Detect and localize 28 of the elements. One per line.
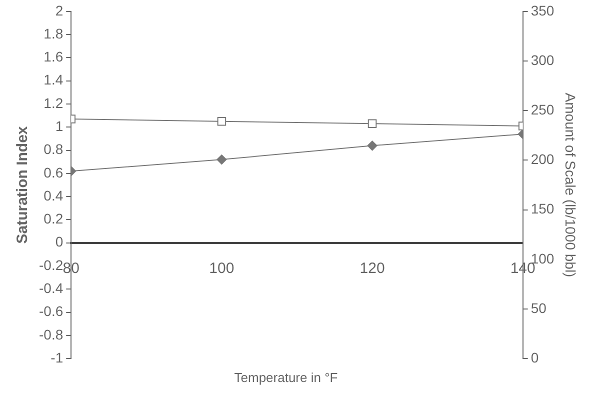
y-tick-label: -0.2 bbox=[39, 256, 64, 273]
y-tick-label: -0.6 bbox=[39, 303, 64, 320]
y2-tick-label: 150 bbox=[530, 200, 554, 217]
y-tick-label: 1 bbox=[55, 118, 64, 134]
y2-tick-label: 350 bbox=[530, 2, 554, 18]
y-tick-label: 0.4 bbox=[44, 187, 64, 204]
y-tick-label: 0 bbox=[55, 234, 64, 250]
y2-tick-label: 300 bbox=[530, 52, 554, 68]
x-axis-title: Temperature in °F bbox=[233, 370, 339, 385]
y2-tick-label: 250 bbox=[530, 101, 554, 118]
y-tick-label: 0.2 bbox=[44, 210, 64, 227]
x-tick-label: 100 bbox=[209, 260, 234, 278]
y-tick-label: 1.4 bbox=[44, 72, 64, 88]
y-tick-label: 1.8 bbox=[44, 25, 64, 42]
y2-tick-label: 200 bbox=[530, 151, 554, 168]
y-tick-label: 0.8 bbox=[44, 141, 64, 158]
y-tick-label: -0.8 bbox=[39, 326, 64, 342]
y-tick-label: -1 bbox=[50, 349, 64, 366]
y2-axis-title: Amount of Scale (lb/1000 bbl) bbox=[562, 92, 579, 278]
y-axis-title: Saturation Index bbox=[14, 126, 32, 244]
y2-tick-label: 0 bbox=[530, 349, 539, 366]
y-tick-label: -0.4 bbox=[39, 280, 64, 296]
y-tick-label: 1.6 bbox=[44, 48, 64, 65]
x-tick-label: 120 bbox=[360, 260, 385, 278]
y-tick-label: 0.6 bbox=[44, 164, 64, 180]
y2-tick-label: 50 bbox=[530, 300, 547, 316]
y-tick-label: 2 bbox=[55, 2, 64, 18]
y-tick-label: 1.2 bbox=[44, 94, 64, 111]
